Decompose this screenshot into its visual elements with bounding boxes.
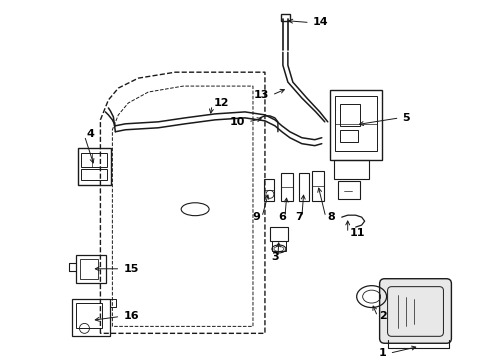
Bar	[264, 179, 273, 201]
Bar	[337, 181, 359, 199]
Text: 4: 4	[86, 129, 94, 139]
Text: 13: 13	[253, 90, 268, 100]
Text: 1: 1	[378, 348, 386, 358]
Bar	[298, 174, 308, 201]
FancyBboxPatch shape	[379, 279, 450, 343]
Text: 8: 8	[327, 212, 335, 222]
Bar	[271, 241, 285, 251]
Bar	[81, 153, 107, 167]
Text: 9: 9	[252, 212, 260, 222]
Bar	[311, 171, 323, 201]
Bar	[334, 96, 376, 150]
Bar	[329, 90, 381, 159]
Text: 12: 12	[214, 98, 229, 108]
Text: 10: 10	[229, 117, 244, 127]
Text: 15: 15	[123, 264, 139, 274]
Bar	[269, 227, 287, 241]
Bar	[78, 148, 111, 185]
Text: 2: 2	[379, 311, 386, 321]
Bar	[339, 130, 357, 142]
Text: 16: 16	[123, 311, 139, 321]
Bar	[76, 302, 102, 328]
Bar	[81, 168, 107, 180]
Bar	[339, 104, 359, 126]
Text: 14: 14	[312, 17, 328, 27]
Bar	[76, 255, 106, 283]
Text: 11: 11	[349, 228, 365, 238]
Text: 6: 6	[277, 212, 285, 222]
Bar	[81, 259, 98, 279]
Bar	[333, 159, 368, 179]
Text: 5: 5	[402, 113, 409, 123]
Bar	[280, 174, 292, 201]
Text: 3: 3	[270, 252, 278, 262]
Text: 7: 7	[294, 212, 302, 222]
Bar	[72, 298, 110, 336]
Bar	[280, 14, 289, 21]
